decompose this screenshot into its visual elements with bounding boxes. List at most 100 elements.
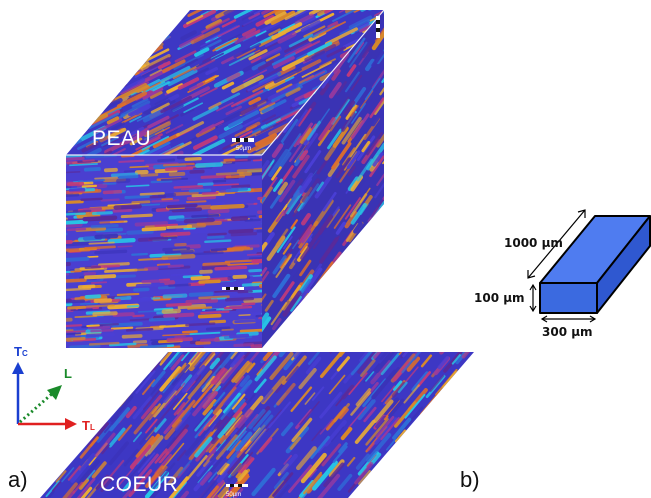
grain-streak (366, 142, 384, 171)
grain-streak (348, 15, 373, 29)
grain-streak (99, 65, 127, 81)
grain-streak (69, 344, 101, 348)
grain-streak (220, 92, 241, 104)
grain-streak (320, 108, 330, 123)
grain-streak (220, 354, 246, 384)
grain-streak (309, 3, 318, 8)
grain-streak (232, 274, 248, 280)
grain-streak (379, 352, 395, 361)
grain-streak (194, 352, 215, 368)
grain-streak (454, 335, 465, 348)
grain-streak (311, 25, 335, 39)
grain-streak (270, 10, 296, 25)
grain-streak (201, 17, 230, 34)
grain-streak (88, 112, 119, 130)
grain-streak (137, 309, 166, 313)
grain-streak (391, 381, 406, 398)
grain-streak (154, 418, 167, 433)
grain-streak (288, 33, 314, 48)
grain-streak (306, 120, 322, 141)
grain-streak (66, 298, 72, 303)
grain-streak (162, 442, 185, 470)
grain-streak (385, 54, 390, 62)
grain-streak (66, 293, 81, 299)
grain-streak (254, 355, 277, 382)
grain-streak (58, 482, 78, 498)
grain-streak (295, 305, 314, 329)
grain-streak (299, 401, 320, 426)
grain-streak (145, 10, 164, 12)
grain-streak (74, 315, 98, 318)
grain-streak (380, 217, 384, 245)
grain-streak (152, 478, 166, 494)
grain-streak (328, 314, 342, 332)
grain-streak (411, 371, 429, 392)
grain-streak (55, 470, 67, 483)
grain-streak (212, 391, 226, 407)
grain-streak (333, 268, 347, 286)
grain-streak (261, 99, 287, 114)
grain-streak (163, 409, 185, 435)
grain-streak (214, 289, 245, 293)
grain-streak (136, 108, 163, 122)
grain-streak (317, 315, 336, 342)
grain-streak (339, 18, 370, 36)
grain-streak (149, 69, 163, 77)
grain-streak (375, 327, 384, 348)
grain-streak (162, 59, 186, 73)
grain-streak (150, 377, 166, 396)
scale-bar-top: 50µm (232, 138, 254, 152)
grain-streak (327, 21, 338, 28)
grain-streak (121, 126, 145, 140)
grain-streak (285, 10, 300, 12)
grain-streak (356, 248, 371, 268)
grain-streak (205, 67, 219, 76)
grain-streak (104, 386, 117, 401)
grain-streak (351, 329, 366, 347)
grain-streak (83, 167, 101, 172)
grain-streak (208, 494, 219, 498)
grain-streak (91, 461, 107, 479)
grain-streak (318, 21, 346, 36)
grain-streak (66, 241, 90, 247)
grain-streak (429, 453, 447, 474)
grain-streak (154, 126, 170, 136)
grain-streak (108, 441, 129, 466)
grain-streak (381, 250, 384, 265)
grain-streak (319, 352, 345, 379)
grain-streak (316, 328, 331, 347)
grain-streak (388, 78, 406, 87)
grain-streak (300, 278, 312, 293)
grain-streak (161, 254, 196, 260)
grain-streak (458, 454, 468, 467)
grain-streak (367, 10, 384, 11)
grain-streak (152, 132, 180, 149)
grain-streak (293, 352, 319, 359)
grain-streak (253, 378, 267, 394)
grain-streak (194, 344, 224, 348)
grain-streak (231, 393, 246, 410)
grain-streak (212, 386, 237, 415)
grain-streak (66, 190, 85, 195)
grain-streak (296, 446, 317, 471)
grain-streak (439, 436, 450, 450)
grain-streak (166, 203, 198, 209)
grain-streak (127, 365, 146, 386)
scale-bar-front (222, 287, 244, 290)
grain-streak (242, 27, 257, 37)
grain-streak (344, 197, 361, 220)
grain-streak (157, 285, 176, 290)
sample-box (539, 215, 651, 314)
grain-streak (165, 202, 188, 206)
grain-streak (415, 490, 426, 498)
grain-streak (476, 379, 496, 403)
grain-streak (379, 265, 384, 289)
grain-streak (128, 30, 149, 42)
grain-streak (389, 49, 416, 62)
grain-streak (141, 226, 167, 232)
grain-streak (356, 158, 374, 182)
grain-streak (233, 10, 264, 19)
grain-streak (303, 25, 326, 38)
grain-streak (348, 372, 368, 396)
grain-streak (315, 457, 327, 470)
